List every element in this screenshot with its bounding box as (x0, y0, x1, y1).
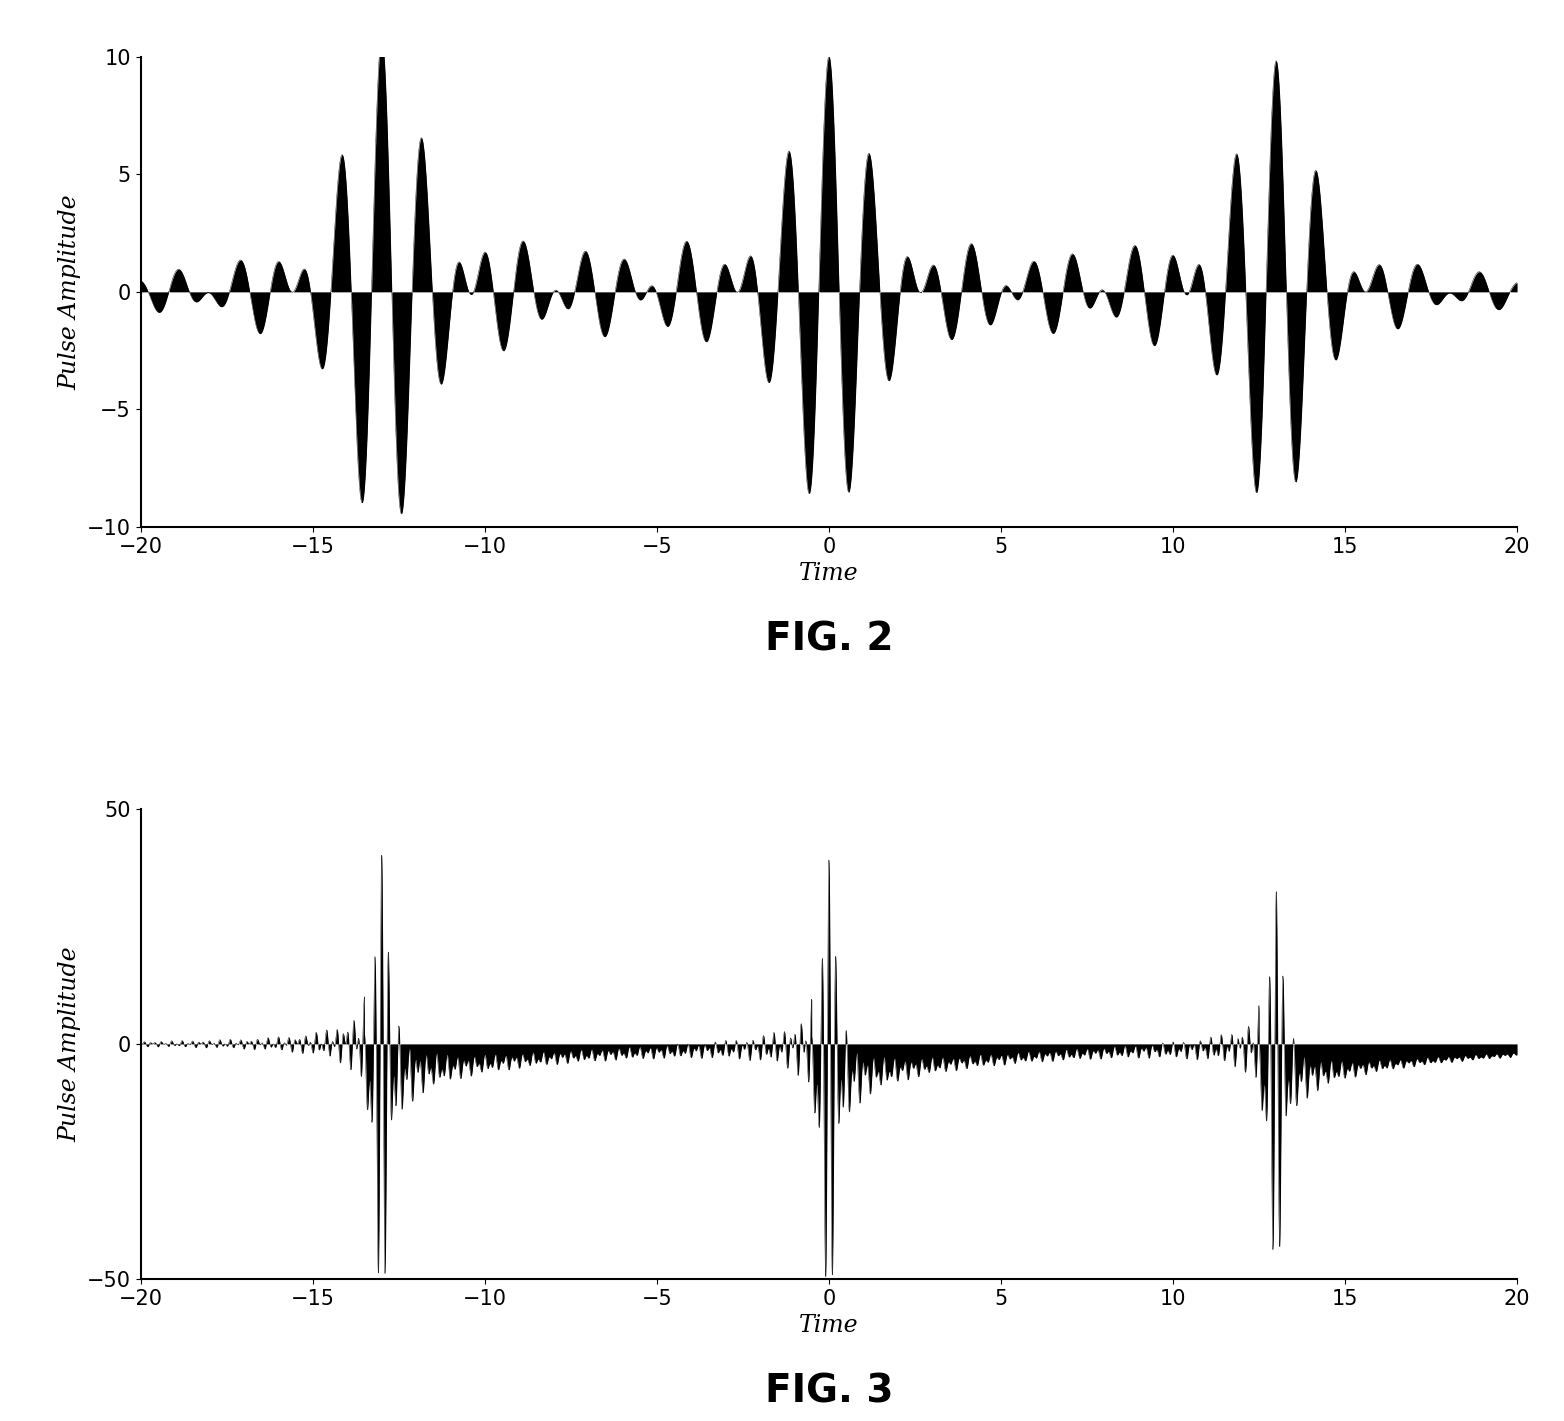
Text: FIG. 3: FIG. 3 (765, 1373, 893, 1411)
X-axis label: Time: Time (799, 1314, 859, 1337)
Text: FIG. 2: FIG. 2 (765, 621, 893, 659)
X-axis label: Time: Time (799, 563, 859, 585)
Y-axis label: Pulse Amplitude: Pulse Amplitude (58, 946, 81, 1141)
Y-axis label: Pulse Amplitude: Pulse Amplitude (58, 195, 81, 389)
